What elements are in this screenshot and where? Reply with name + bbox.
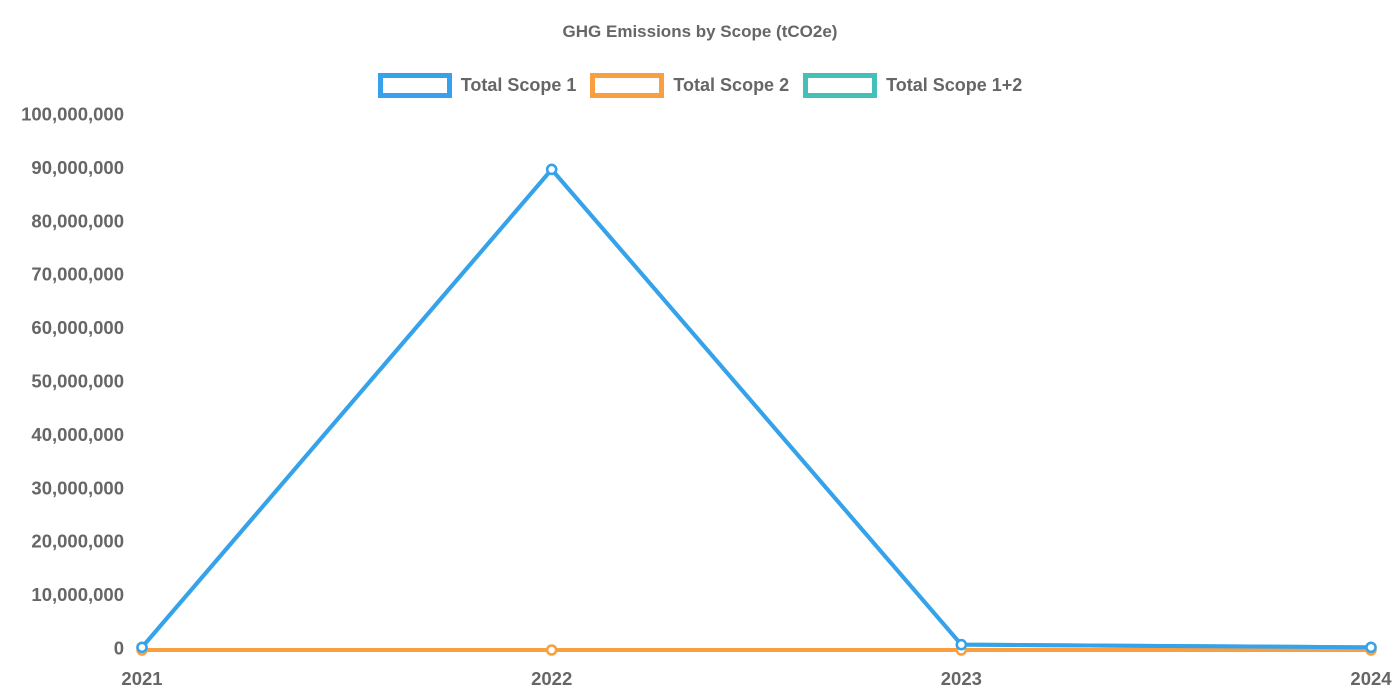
x-axis-tick-label: 2023 bbox=[941, 668, 982, 689]
chart-title: GHG Emissions by Scope (tCO2e) bbox=[562, 22, 838, 41]
legend-label: Total Scope 2 bbox=[673, 75, 790, 95]
data-point-total-scope-1-2022 bbox=[545, 163, 558, 176]
legend-label: Total Scope 1 bbox=[460, 75, 577, 95]
legend-item-total-scope-2[interactable]: Total Scope 2 bbox=[590, 73, 789, 98]
y-axis-tick-label: 100,000,000 bbox=[21, 104, 124, 125]
y-axis-tick-label: 30,000,000 bbox=[31, 477, 124, 498]
legend: Total Scope 1 Total Scope 2 Total Scope 1+… bbox=[0, 73, 1400, 98]
series-line-total-scope-1 bbox=[140, 167, 1373, 650]
legend-swatch-total-scope-1-2 bbox=[803, 73, 878, 98]
legend-swatch-total-scope-1 bbox=[377, 73, 452, 98]
y-axis-tick-label: 70,000,000 bbox=[31, 264, 124, 285]
y-axis-tick-label: 60,000,000 bbox=[31, 317, 124, 338]
legend-item-total-scope-1-2[interactable]: Total Scope 1+2 bbox=[803, 73, 1022, 98]
data-point-total-scope-1-2024 bbox=[1365, 641, 1377, 654]
y-axis-tick-label: 50,000,000 bbox=[31, 371, 124, 392]
legend-label: Total Scope 1+2 bbox=[886, 75, 1023, 95]
y-axis-tick-label: 0 bbox=[114, 638, 124, 659]
y-axis-tick-label: 40,000,000 bbox=[31, 424, 124, 445]
data-point-total-scope-1-2023 bbox=[955, 638, 968, 651]
data-point-total-scope-1-2021 bbox=[136, 641, 148, 654]
y-axis-tick-label: 80,000,000 bbox=[31, 210, 124, 231]
y-axis-tick-label: 10,000,000 bbox=[31, 584, 124, 605]
legend-swatch-total-scope-2 bbox=[590, 73, 665, 98]
data-point-total-scope-2-2022 bbox=[545, 644, 558, 656]
x-axis-tick-label: 2021 bbox=[121, 668, 162, 689]
y-axis-tick-label: 90,000,000 bbox=[31, 157, 124, 178]
x-axis-tick-label: 2024 bbox=[1350, 668, 1392, 689]
y-axis-tick-label: 20,000,000 bbox=[31, 531, 124, 552]
legend-item-total-scope-1[interactable]: Total Scope 1 bbox=[377, 73, 577, 98]
x-axis-tick-label: 2022 bbox=[531, 668, 572, 689]
